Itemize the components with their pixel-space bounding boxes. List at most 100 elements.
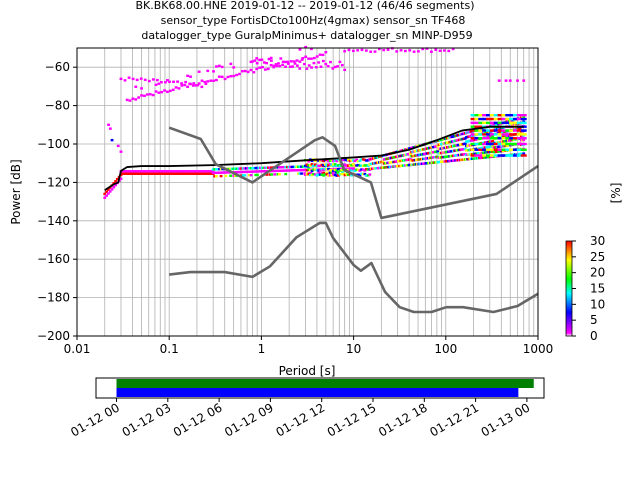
density-cell: [204, 170, 208, 173]
density-cell: [489, 142, 496, 146]
density-cell: [105, 190, 108, 194]
density-cell: [363, 169, 367, 172]
density-cell: [141, 170, 145, 173]
density-cell: [267, 57, 271, 61]
density-cell: [513, 114, 520, 117]
density-cell: [152, 172, 155, 175]
density-cell: [248, 170, 251, 173]
density-cell: [148, 93, 152, 96]
density-cell: [347, 48, 351, 52]
density-cell: [417, 50, 420, 53]
density-cell: [336, 65, 339, 68]
density-cell: [186, 172, 189, 175]
density-cell: [221, 171, 225, 174]
density-cell: [303, 164, 307, 168]
density-cell: [232, 174, 236, 177]
density-cell: [522, 79, 526, 82]
density-cell: [191, 172, 195, 175]
density-cell: [237, 170, 240, 174]
density-cell: [474, 148, 481, 151]
density-cell: [324, 62, 328, 66]
density-cell: [308, 164, 312, 167]
density-cell: [520, 154, 527, 157]
density-cell: [249, 170, 253, 173]
colorbar-tick-label: 30: [590, 234, 605, 248]
density-cell: [509, 121, 516, 125]
density-cell: [337, 164, 340, 167]
density-cell: [489, 117, 496, 121]
density-cell: [169, 170, 172, 173]
density-cell: [224, 174, 228, 178]
density-cell: [482, 129, 489, 132]
density-cell: [295, 169, 299, 172]
density-cell: [134, 172, 138, 175]
density-cell: [350, 169, 354, 172]
density-cell: [244, 167, 248, 170]
density-cell: [158, 170, 162, 173]
density-cell: [284, 165, 288, 169]
density-cell: [123, 172, 126, 175]
density-cell: [278, 169, 281, 172]
density-cell: [128, 172, 131, 175]
density-cell: [157, 172, 160, 175]
density-cell: [312, 168, 316, 171]
density-cell: [266, 67, 270, 71]
density-cell: [145, 93, 149, 96]
density-cell: [278, 173, 281, 176]
density-cell: [246, 167, 250, 170]
density-cell: [305, 169, 309, 172]
density-cell: [227, 167, 231, 171]
density-cell: [317, 169, 321, 172]
density-cell: [366, 159, 370, 162]
colorbar-tick-label: 25: [590, 250, 605, 264]
density-cell: [295, 59, 299, 62]
density-cell: [438, 49, 442, 52]
density-cell: [235, 73, 238, 77]
density-cell: [408, 158, 412, 161]
density-cell: [489, 154, 496, 157]
density-cell: [489, 133, 496, 136]
curves: [104, 125, 539, 314]
density-cell: [210, 170, 213, 173]
density-cell: [485, 121, 492, 125]
density-cell: [175, 170, 179, 173]
density-cell: [330, 171, 333, 174]
density-cell: [249, 68, 253, 72]
density-cell: [211, 170, 215, 173]
density-cell: [187, 170, 191, 173]
timeline-tick-label: 01-12 09: [222, 400, 276, 439]
density-cell: [296, 169, 300, 172]
density-cell: [229, 174, 232, 177]
density-cell: [257, 166, 261, 170]
density-cell: [150, 170, 154, 173]
density-cell: [340, 173, 344, 176]
density-cell: [177, 170, 181, 173]
density-cell: [360, 158, 363, 161]
density-cell: [165, 170, 169, 173]
density-cell: [351, 163, 355, 166]
density-cell: [143, 78, 147, 82]
density-cell: [292, 169, 296, 172]
density-cell: [478, 148, 485, 151]
low-noise-model-curve: [169, 221, 539, 314]
density-cell: [463, 142, 467, 145]
density-cell: [204, 172, 208, 175]
density-cell: [216, 168, 220, 171]
density-cell: [313, 159, 317, 162]
density-cell: [513, 133, 520, 136]
ppsd-plot: 0.01 0.1 1 10 100 1000 −200 −180 −160 −140 −120 −1…: [9, 45, 553, 378]
x-tick-label: 0.01: [64, 342, 91, 356]
density-cell: [330, 163, 334, 166]
density-cell: [265, 166, 269, 169]
density-cell: [513, 142, 520, 146]
density-cell: [198, 172, 201, 175]
density-cell: [298, 67, 302, 70]
density-cell: [346, 168, 350, 172]
density-cell: [171, 88, 175, 92]
density-cell: [310, 173, 314, 177]
density-cell: [157, 91, 161, 94]
density-cell: [214, 175, 218, 178]
density-cell: [478, 142, 485, 146]
density-cell: [146, 170, 150, 173]
density-cell: [252, 166, 256, 170]
